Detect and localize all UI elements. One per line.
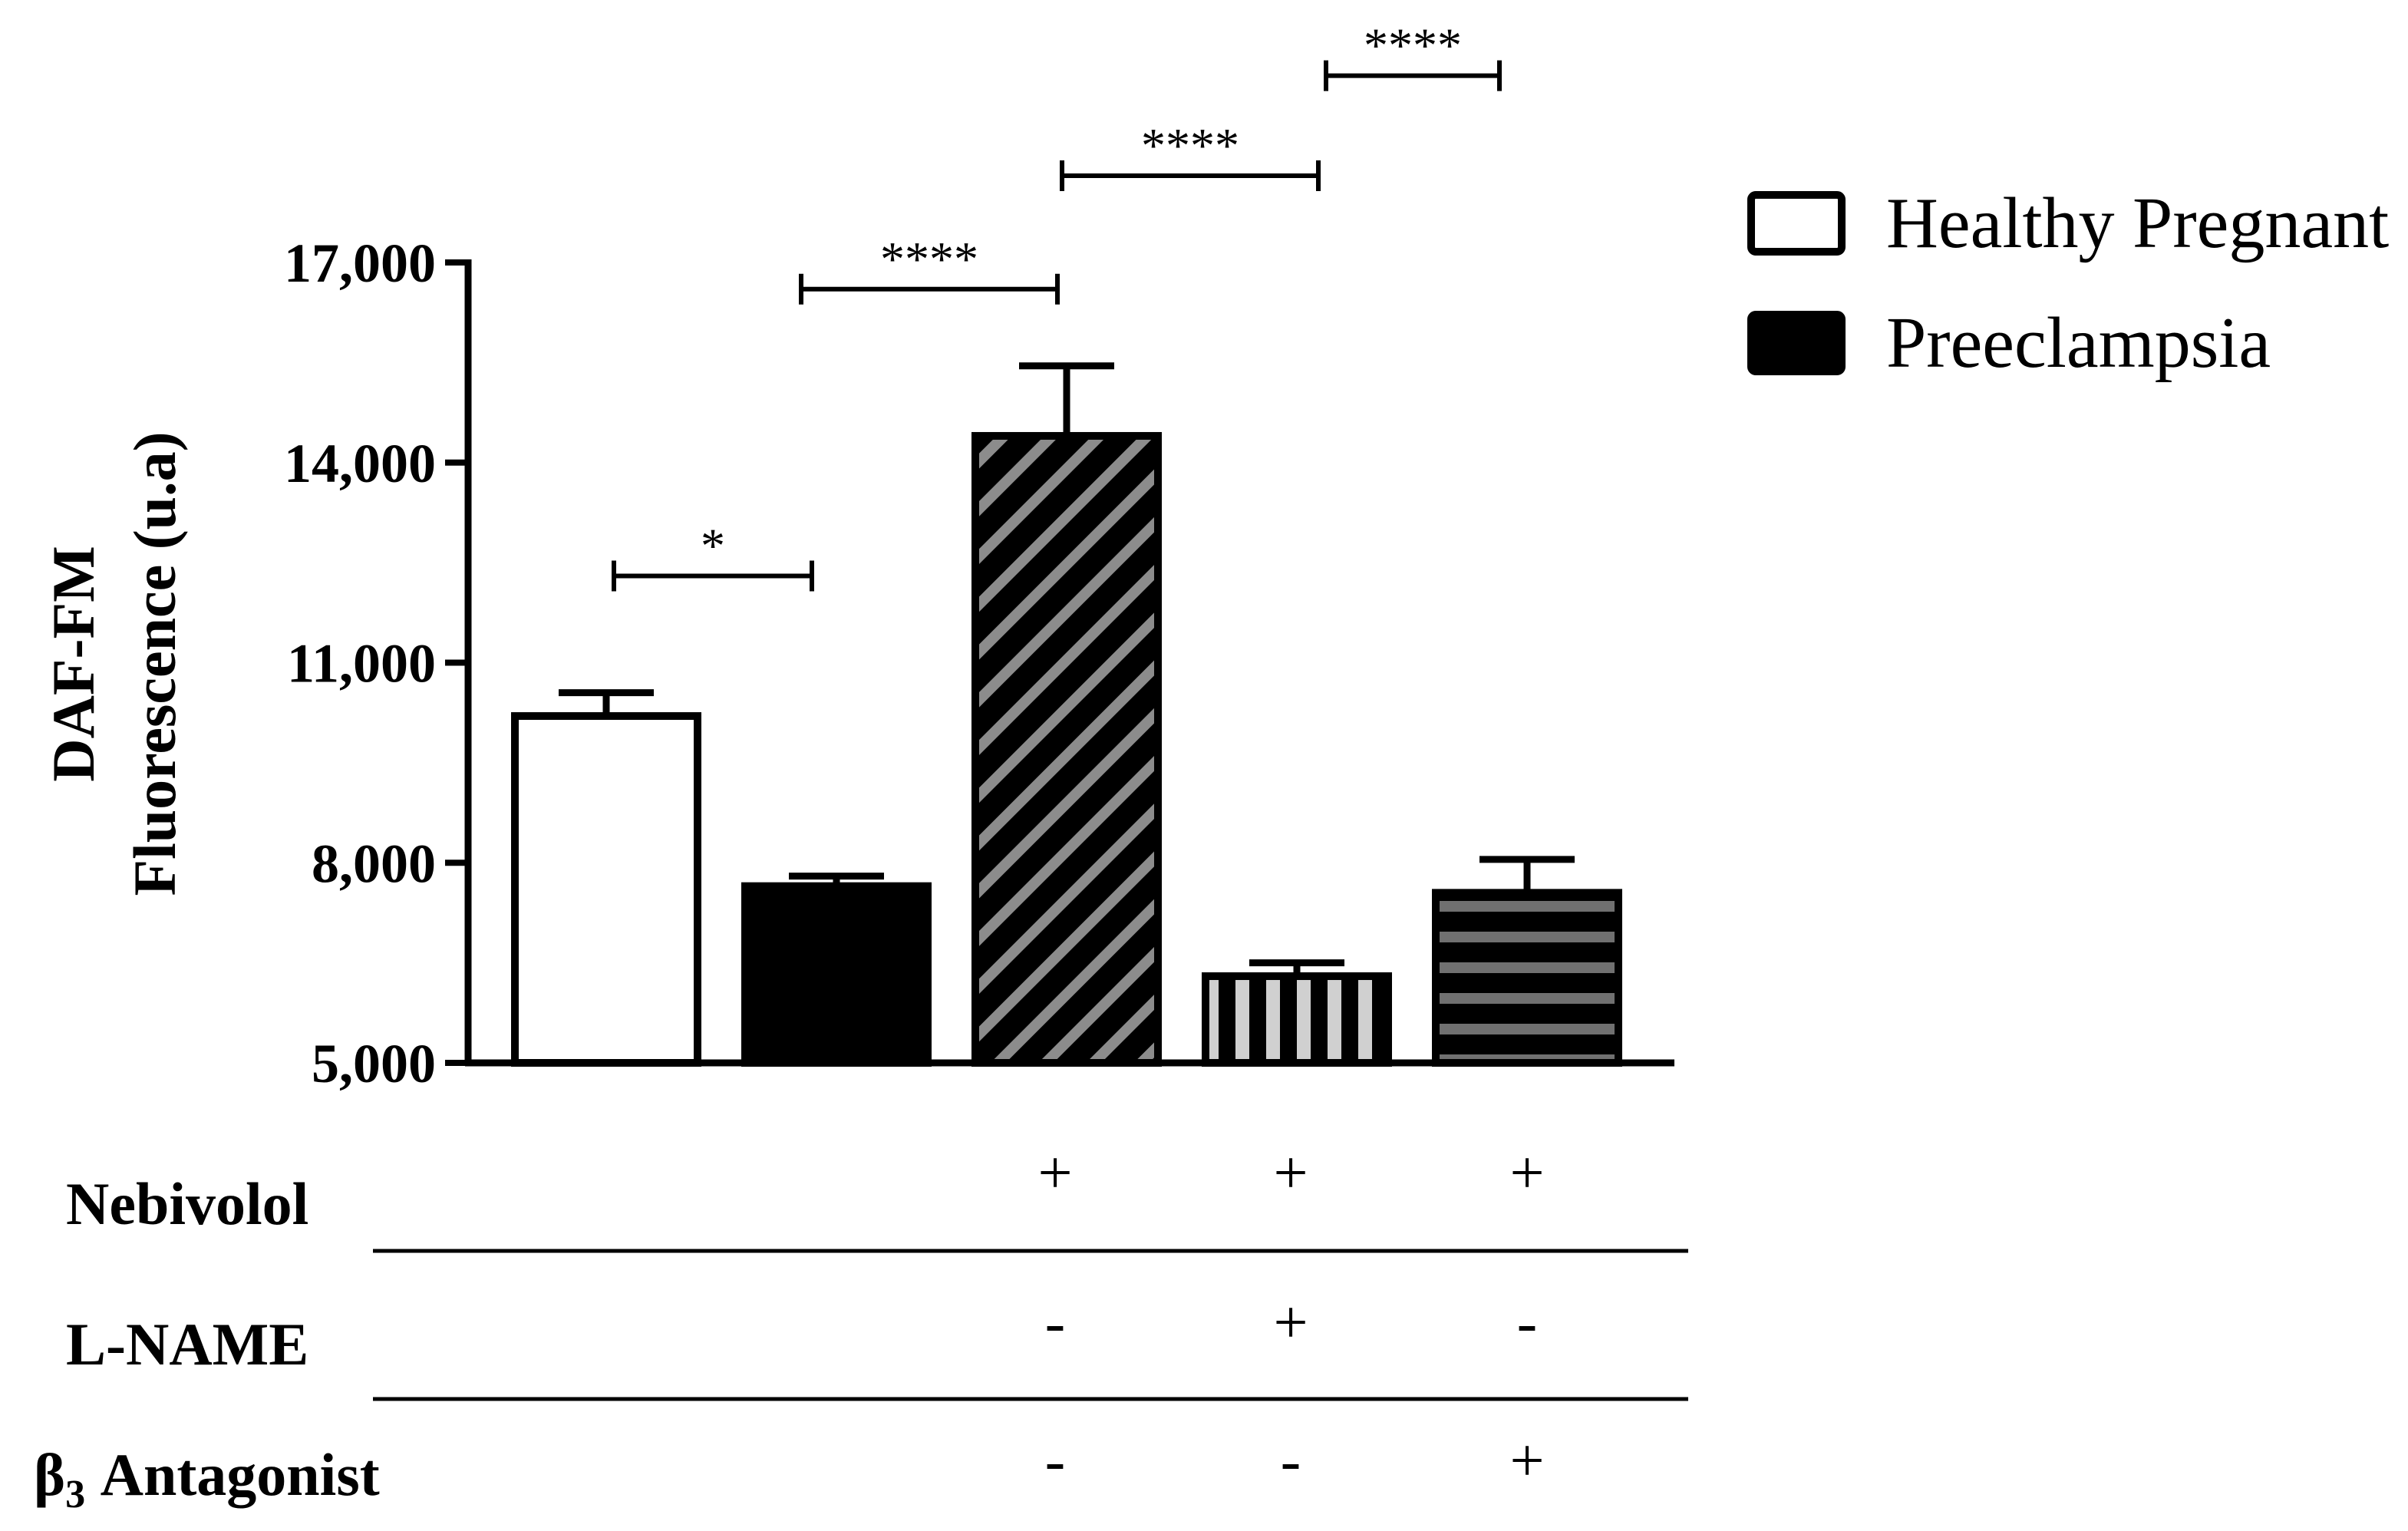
legend-label-healthy: Healthy Pregnant: [1886, 183, 2389, 263]
legend-label-preeclampsia: Preeclampsia: [1886, 303, 2271, 383]
bars: [511, 431, 1622, 1067]
treatment-sign: +: [1509, 1140, 1544, 1207]
legend-swatch-preeclampsia: [1747, 311, 1846, 375]
significance-label: ****: [1364, 18, 1462, 73]
beta-subscript: 3: [65, 1473, 85, 1516]
y-axis-title-line2: Fluorescence (u.a): [121, 431, 188, 896]
treatment-sign: +: [1037, 1140, 1072, 1207]
treatment-table: Nebivolol L-NAME β3 Antagonist + + + - + - - - +: [34, 1140, 1688, 1516]
y-tick-label: 5,000: [312, 1033, 436, 1094]
antagonist-label: Antagonist: [85, 1441, 380, 1508]
significance-label: ****: [880, 232, 978, 286]
y-tick-label: 14,000: [284, 433, 436, 494]
y-tick-label: 17,000: [284, 233, 436, 294]
bar: [1432, 889, 1622, 1067]
y-tick-label: 11,000: [287, 633, 436, 695]
treatment-signs: + + + - + - - - +: [1037, 1140, 1544, 1495]
y-axis-title-line1: DAF-FM: [40, 546, 107, 782]
treatment-sign: +: [1509, 1427, 1544, 1495]
legend-swatch-healthy: [1747, 191, 1846, 256]
significance-label: ****: [1141, 118, 1239, 173]
bar: [511, 712, 701, 1067]
significance-label: *: [701, 519, 725, 573]
bar: [741, 882, 932, 1067]
y-axis-title: DAF-FM Fluorescence (u.a): [40, 431, 188, 896]
treatment-sign: -: [1045, 1289, 1066, 1357]
bar: [971, 431, 1162, 1067]
legend: Healthy Pregnant Preeclampsia: [1747, 183, 2389, 383]
treatment-sign: +: [1273, 1289, 1308, 1357]
row-label-nebivolol: Nebivolol: [66, 1170, 308, 1237]
row-label-l-name: L-NAME: [66, 1311, 308, 1378]
beta-symbol: β: [34, 1441, 65, 1508]
error-bars: [559, 362, 1575, 977]
treatment-sign: -: [1517, 1289, 1538, 1357]
treatment-sign: +: [1273, 1140, 1308, 1207]
treatment-sign: -: [1045, 1427, 1066, 1495]
y-tick-label: 8,000: [312, 833, 436, 894]
bar: [1202, 972, 1392, 1067]
treatment-sign: -: [1281, 1427, 1301, 1495]
significance-brackets: *************: [612, 18, 1502, 592]
row-label-beta3-antagonist: β3 Antagonist: [34, 1441, 380, 1516]
